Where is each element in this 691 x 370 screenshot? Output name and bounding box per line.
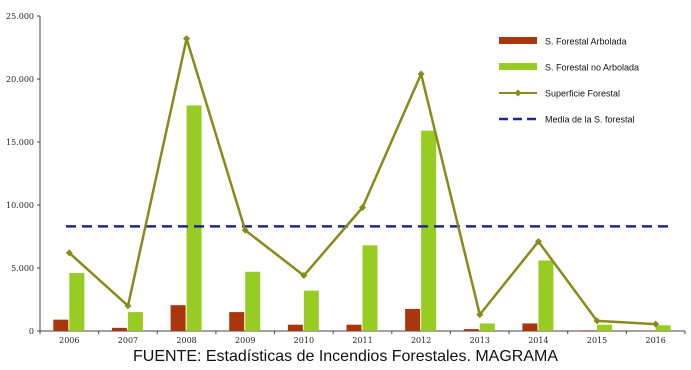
bar-s-forestal-no-arbolada (303, 290, 319, 331)
bar-s-forestal-arbolada (53, 319, 69, 331)
line-point-marker (476, 311, 484, 319)
bar-s-forestal-no-arbolada (69, 273, 85, 331)
x-tick-label: 2006 (59, 336, 79, 345)
bar-s-forestal-no-arbolada (655, 325, 671, 331)
line-point-marker (534, 238, 542, 246)
line-layer (65, 35, 660, 328)
x-tick-label: 2013 (470, 336, 490, 345)
bar-s-forestal-arbolada (287, 324, 303, 331)
line-point-marker (183, 35, 191, 43)
line-point-marker (65, 249, 73, 257)
x-tick-label: 2008 (176, 336, 196, 345)
bar-s-forestal-no-arbolada (127, 312, 143, 331)
bar-s-forestal-arbolada (111, 327, 127, 331)
legend-label: Superficie Forestal (545, 89, 620, 99)
y-tick-label: 20.000 (6, 75, 34, 84)
line-point-marker (359, 204, 366, 212)
legend-swatch (499, 63, 537, 70)
line-point-marker (124, 302, 132, 310)
bar-s-forestal-no-arbolada (538, 260, 554, 331)
bar-s-forestal-arbolada (463, 329, 479, 331)
bar-s-forestal-no-arbolada (186, 105, 202, 332)
y-tick-label: 15.000 (6, 138, 34, 147)
x-tick-label: 2012 (411, 336, 431, 345)
bar-s-forestal-arbolada (346, 324, 362, 331)
x-tick-label: 2010 (294, 336, 314, 345)
bar-s-forestal-arbolada (522, 323, 538, 331)
x-tick-label: 2011 (352, 336, 372, 345)
bar-s-forestal-no-arbolada (597, 324, 613, 331)
legend-label: S. Forestal Arbolada (545, 37, 627, 47)
line-point-marker (593, 317, 601, 325)
bar-s-forestal-arbolada (405, 308, 421, 331)
x-tick-label: 2009 (235, 336, 255, 345)
legend-marker (514, 89, 522, 97)
line-point-marker (417, 70, 425, 78)
bars (53, 105, 671, 332)
x-tick-label: 2015 (587, 336, 607, 345)
bar-s-forestal-no-arbolada (479, 323, 495, 331)
line-point-marker (300, 272, 308, 280)
line-point-marker (652, 320, 660, 328)
source-caption: FUENTE: Estadísticas de Incendios Forest… (132, 348, 559, 365)
y-tick-label: 0 (29, 327, 34, 336)
bar-s-forestal-arbolada (581, 330, 597, 331)
bar-s-forestal-no-arbolada (362, 245, 378, 331)
axes: 0 5.000 10.000 15.000 20.000 25.000 2006 2007 20… (6, 12, 686, 345)
chart-svg: 0 5.000 10.000 15.000 20.000 25.000 2006 2007 20… (6, 12, 686, 345)
y-tick-label: 25.000 (6, 12, 34, 21)
x-tick-label: 2007 (118, 336, 138, 345)
legend-label: S. Forestal no Arbolada (545, 63, 639, 73)
y-tick-label: 10.000 (6, 201, 34, 210)
legend: S. Forestal Arbolada S. Forestal no Arbol… (499, 37, 639, 125)
bar-s-forestal-arbolada (229, 312, 245, 331)
legend-label: Media de la S. forestal (545, 115, 635, 125)
bar-s-forestal-arbolada (170, 305, 186, 331)
x-tick-label: 2016 (646, 336, 666, 345)
line-point-marker (241, 226, 249, 234)
bar-s-forestal-no-arbolada (421, 130, 437, 331)
y-tick-label: 5.000 (11, 264, 34, 273)
bar-s-forestal-no-arbolada (245, 271, 261, 331)
x-tick-label: 2014 (528, 336, 548, 345)
legend-swatch (499, 37, 537, 44)
